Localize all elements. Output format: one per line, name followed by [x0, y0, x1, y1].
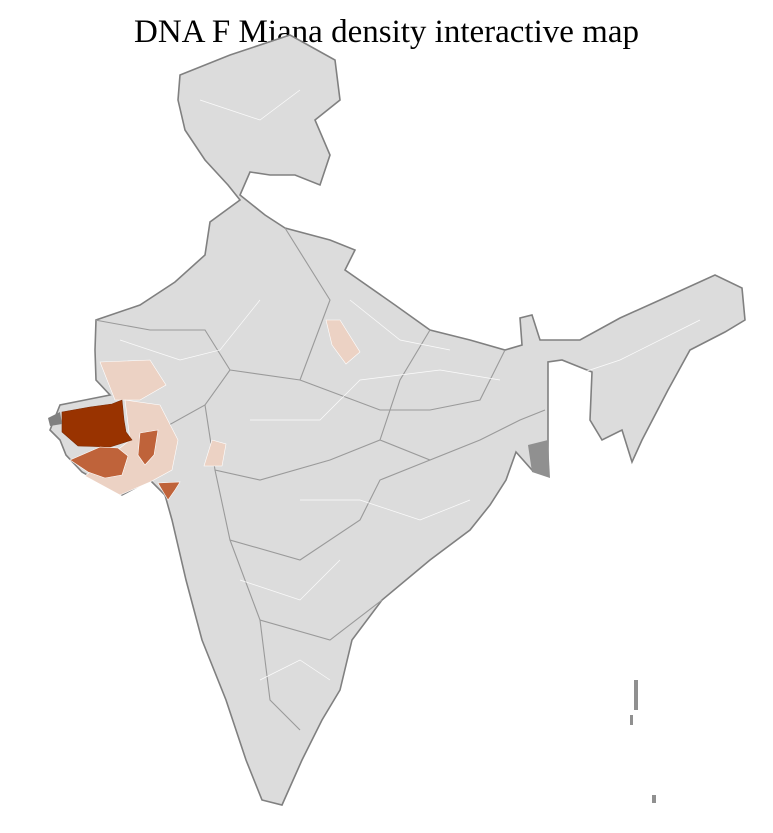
map-title: DNA F Miana density interactive map: [134, 14, 639, 50]
state-borders: [94, 227, 546, 731]
district-grey-island: [48, 412, 62, 426]
district-medium-1[interactable]: [69, 446, 129, 479]
india-outline[interactable]: [49, 34, 746, 806]
district-low-up[interactable]: [325, 319, 361, 365]
andaman-islands: [630, 680, 656, 803]
district-low-mp[interactable]: [203, 439, 227, 467]
district-high-kutch[interactable]: [61, 399, 133, 448]
district-medium-2[interactable]: [137, 429, 159, 466]
district-lines: [119, 89, 701, 681]
bengal-delta: [528, 440, 550, 478]
district-low-rajasthan[interactable]: [99, 359, 167, 401]
district-medium-3[interactable]: [157, 481, 181, 501]
